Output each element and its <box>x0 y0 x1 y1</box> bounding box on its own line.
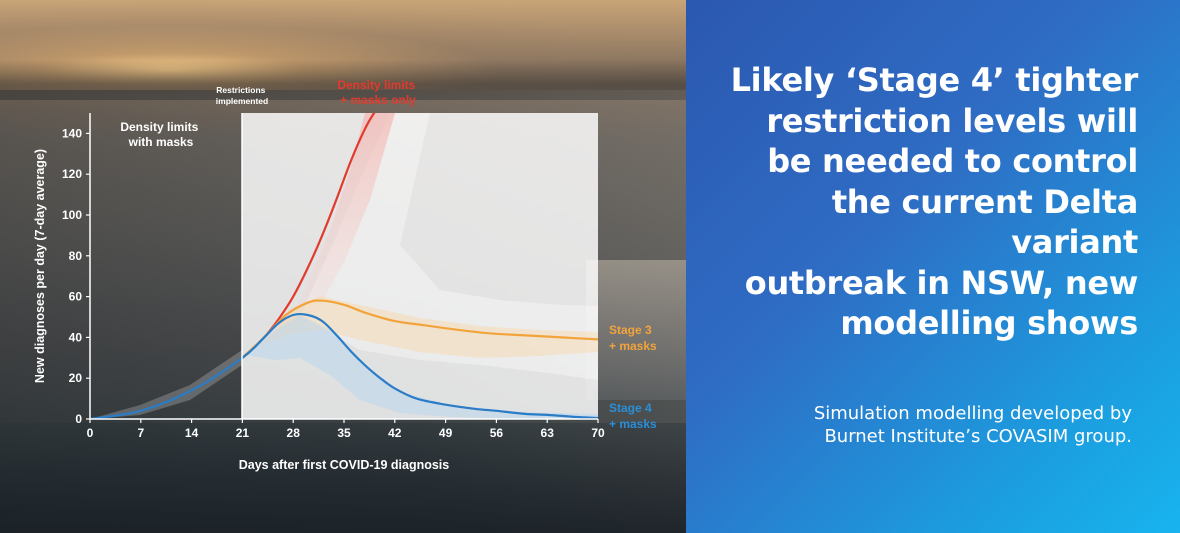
sea <box>0 423 686 533</box>
y-tick-label: 80 <box>69 249 83 263</box>
headline-line: Likely ‘Stage 4’ tighter <box>730 61 1139 99</box>
credit-line: Simulation modelling developed by <box>813 403 1132 424</box>
x-ticks: 0 7 14 21 28 35 42 49 56 63 70 <box>87 419 605 440</box>
y-tick-label: 100 <box>62 208 82 222</box>
series-label-line: Stage 4 <box>609 401 652 415</box>
y-ticks: 0 20 40 60 80 100 120 140 <box>62 126 90 426</box>
headline-line: modelling shows <box>840 304 1138 342</box>
series-label-line: + masks <box>609 339 657 353</box>
city-skyline <box>0 60 686 100</box>
x-tick-label: 35 <box>337 426 351 440</box>
series-line-2 <box>90 312 598 419</box>
headline-line: the current Delta variant <box>831 182 1138 262</box>
x-tick-label: 14 <box>185 426 199 440</box>
x-tick-label: 63 <box>541 426 555 440</box>
y-axis-label: New diagnoses per day (7-day average) <box>33 149 47 383</box>
uncertainty-band-red <box>270 113 395 340</box>
headline: Likely ‘Stage 4’ tighter restriction lev… <box>698 60 1139 344</box>
chart: 0 7 14 21 28 35 42 49 56 63 70 020406080100120140 … <box>33 78 658 472</box>
series-label-orange: Stage 3 + masks <box>609 323 657 353</box>
series-label-line: Density limits <box>337 78 415 92</box>
pre-period-label: Density limits with masks <box>120 120 201 149</box>
y-tick-label: 120 <box>62 167 82 181</box>
restrictions-label: Restrictions implemented <box>216 85 268 106</box>
series-label-line: + masks only <box>340 93 416 107</box>
x-tick-label: 28 <box>287 426 301 440</box>
pre-period-label-line: Density limits <box>120 120 198 134</box>
headline-panel: Likely ‘Stage 4’ tighter restriction lev… <box>686 0 1180 533</box>
series-label-line: Stage 3 <box>609 323 652 337</box>
y-tick-label: 40 <box>69 330 83 344</box>
beach <box>586 260 686 400</box>
x-tick-label: 49 <box>439 426 453 440</box>
series-line-1 <box>241 299 598 359</box>
x-tick-label: 56 <box>490 426 504 440</box>
series-lines <box>90 113 598 419</box>
credit-text: Simulation modelling developed by Burnet… <box>692 402 1132 448</box>
x-tick-label: 0 <box>87 426 94 440</box>
pre-period-label-line: with masks <box>128 135 194 149</box>
restrictions-label-line: implemented <box>216 96 268 106</box>
y-tick-label: 20 <box>69 371 83 385</box>
x-tick-label: 7 <box>137 426 144 440</box>
plot-panel <box>242 113 598 419</box>
x-tick-label: 42 <box>388 426 402 440</box>
y-tick-label: 60 <box>69 290 83 304</box>
y-tick-label: 140 <box>62 126 82 140</box>
uncertainty-band-blue <box>245 315 598 419</box>
x-axis-label: Days after first COVID-19 diagnosis <box>239 458 450 472</box>
series-label-line: + masks <box>609 417 657 431</box>
x-tick-label: 70 <box>591 426 605 440</box>
headline-line: outbreak in NSW, new <box>744 263 1139 302</box>
y-tick-label: 0 <box>75 412 82 426</box>
series-label-red: Density limits + masks only <box>337 78 418 107</box>
x-tick-label: 21 <box>236 426 250 440</box>
series-label-blue: Stage 4 + masks <box>609 401 657 431</box>
credit-line: Burnet Institute’s COVASIM group. <box>824 426 1132 447</box>
restrictions-label-line: Restrictions <box>216 85 265 95</box>
headline-line: restriction levels will <box>766 101 1138 140</box>
headline-line: be needed to control <box>767 142 1138 180</box>
uncertainty-band-pre <box>90 350 242 419</box>
